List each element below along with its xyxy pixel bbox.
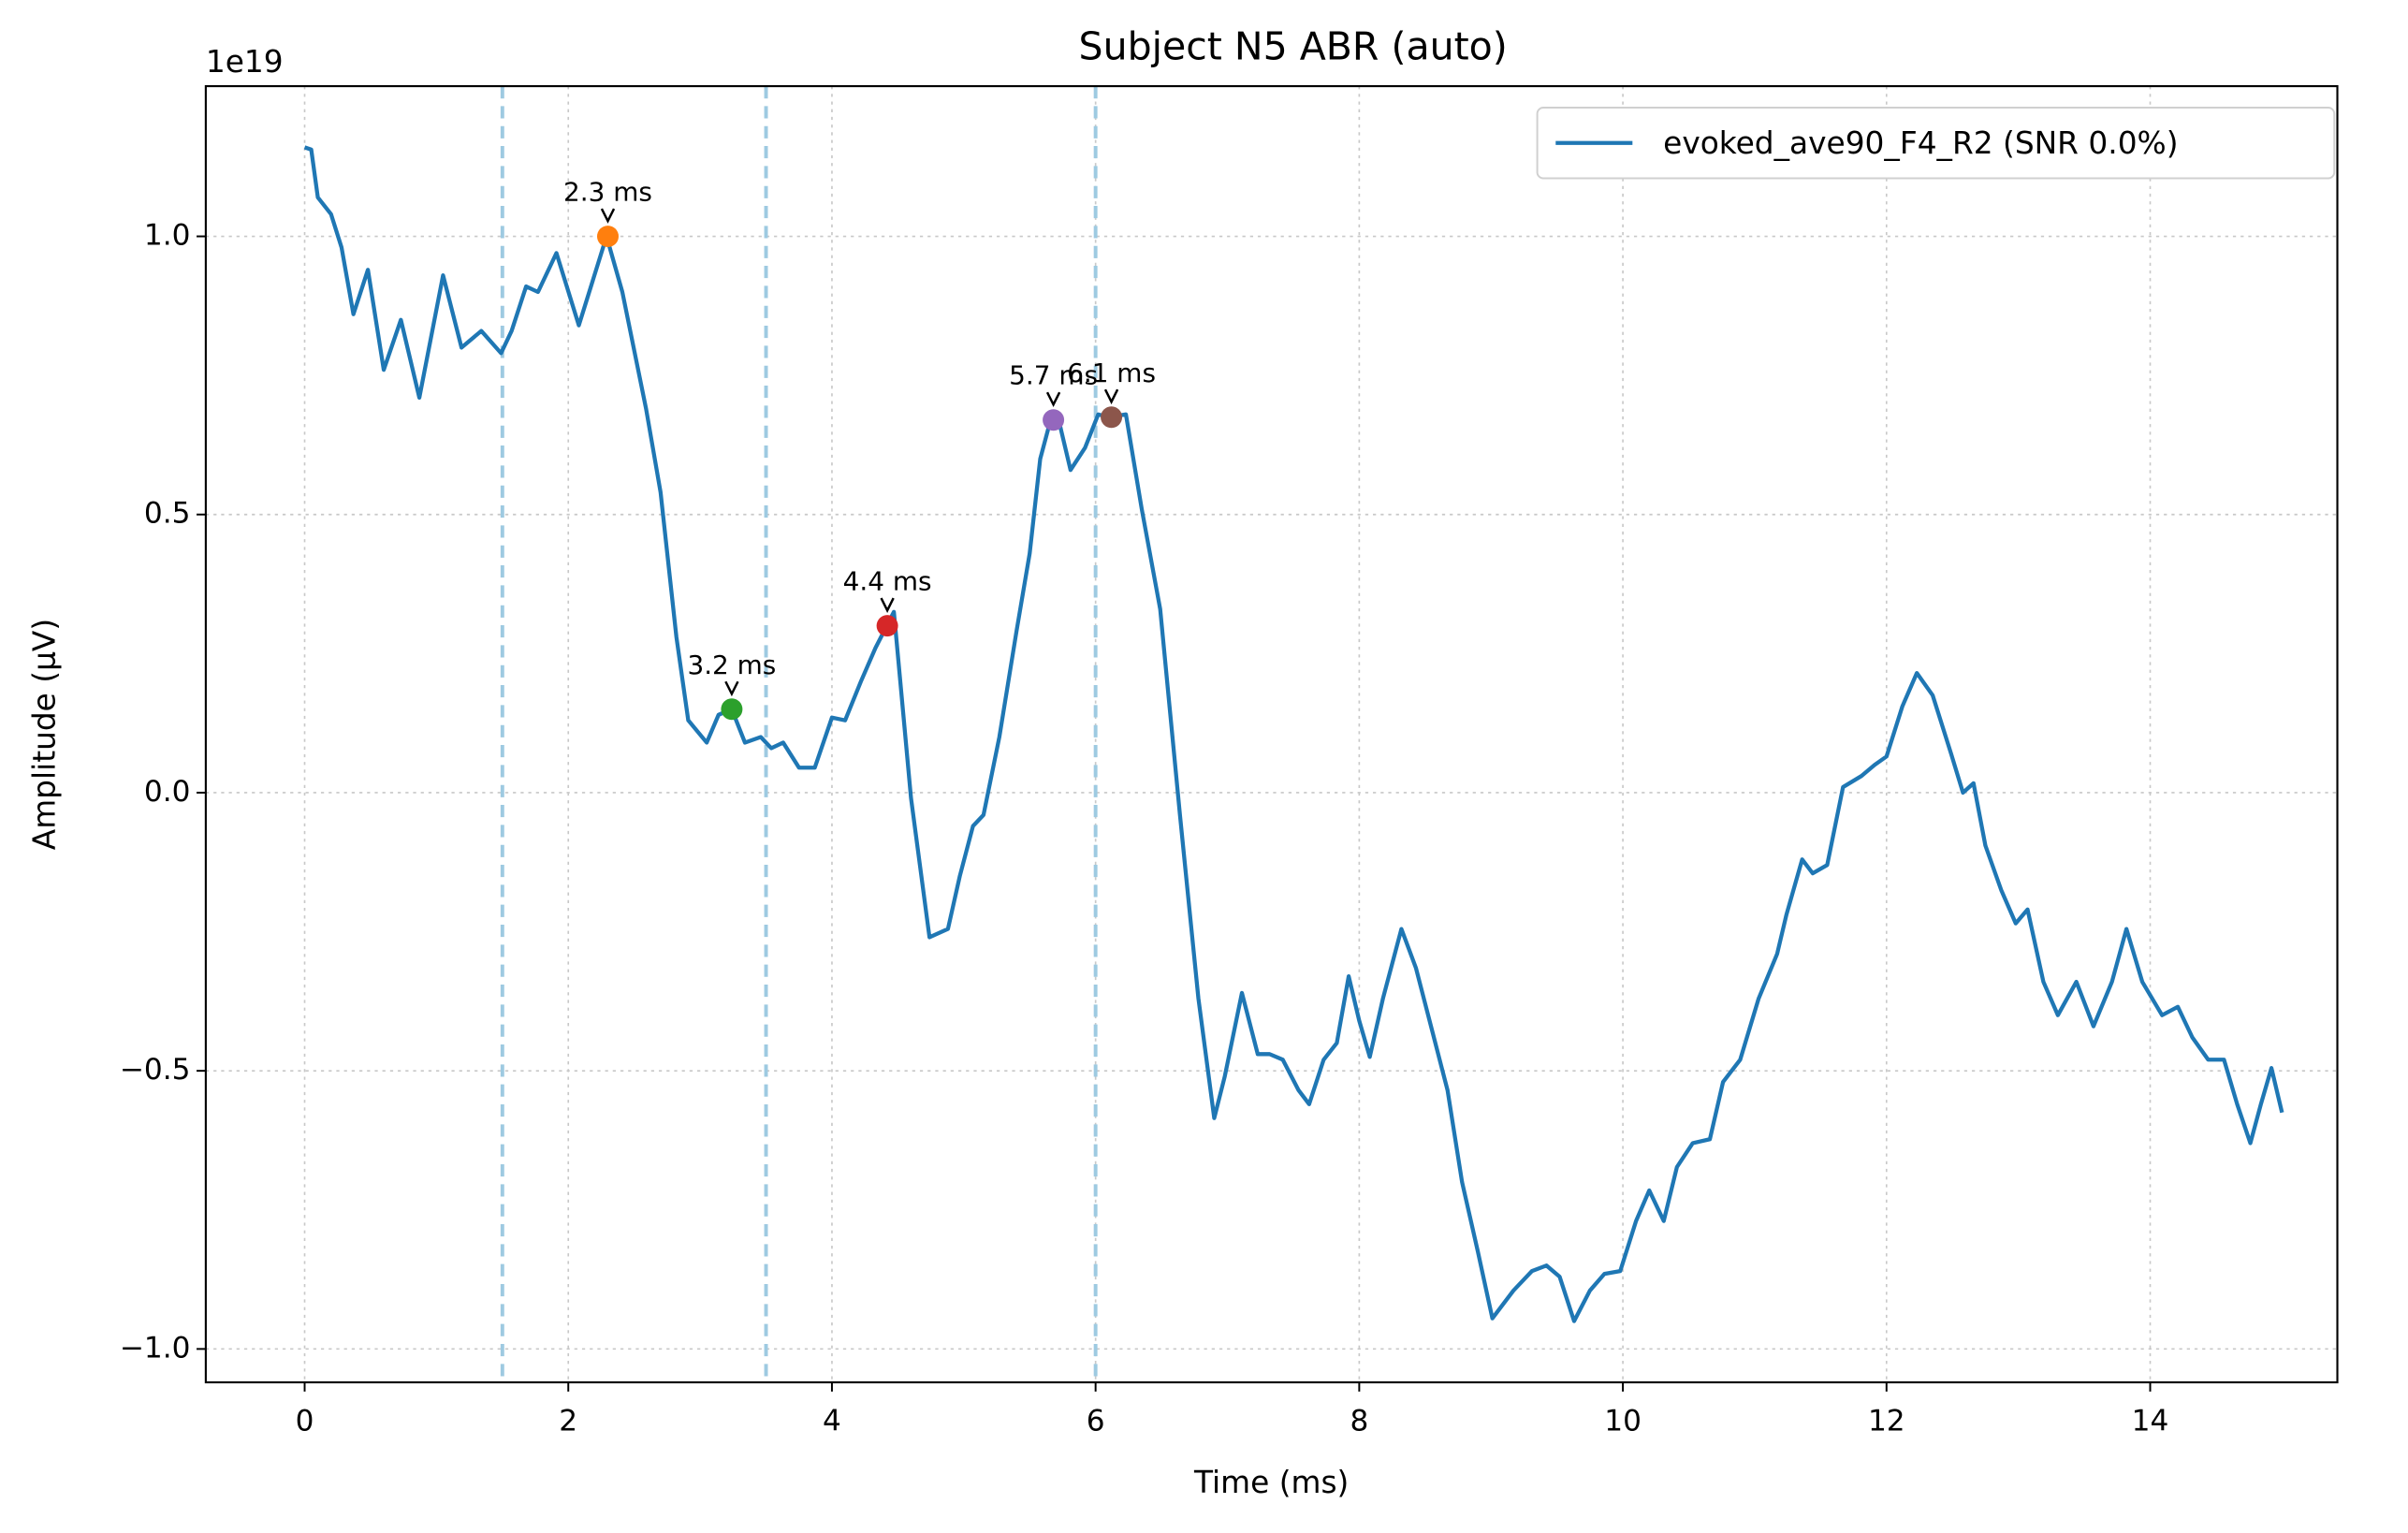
legend-label: evoked_ave90_F4_R2 (SNR 0.0%) bbox=[1663, 125, 2178, 161]
y-axis-label: Amplitude (µV) bbox=[27, 619, 63, 850]
x-tick-label: 12 bbox=[1868, 1405, 1905, 1438]
x-tick-label: 10 bbox=[1604, 1405, 1642, 1438]
peak-marker bbox=[597, 226, 619, 248]
peak-arrow bbox=[1103, 388, 1119, 405]
plot-frame bbox=[204, 84, 2339, 1384]
y-tick-label: −0.5 bbox=[120, 1053, 191, 1087]
peak-label: 4.4 ms bbox=[843, 566, 932, 597]
peak-marker bbox=[1101, 406, 1123, 429]
peak-marker bbox=[876, 615, 898, 637]
peak-label: 3.2 ms bbox=[687, 650, 776, 680]
peak-arrow bbox=[724, 680, 739, 697]
x-tick-label: 4 bbox=[823, 1405, 841, 1438]
y-tick-label: −1.0 bbox=[120, 1331, 191, 1365]
x-axis-label: Time (ms) bbox=[1193, 1465, 1349, 1500]
peak-marker bbox=[721, 698, 743, 721]
y-tick-label: 0.0 bbox=[144, 775, 191, 809]
x-tick-label: 6 bbox=[1087, 1405, 1105, 1438]
peak-label: 5.7 ms bbox=[1009, 360, 1098, 391]
peak-marker bbox=[1043, 409, 1065, 431]
x-tick-label: 8 bbox=[1350, 1405, 1368, 1438]
chart-title: Subject N5 ABR (auto) bbox=[1079, 24, 1508, 69]
data-line bbox=[303, 145, 2284, 1323]
peak-label: 2.3 ms bbox=[563, 177, 652, 208]
legend: evoked_ave90_F4_R2 (SNR 0.0%) bbox=[1536, 107, 2336, 180]
y-tick-label: 0.5 bbox=[144, 497, 191, 531]
peak-arrow bbox=[880, 597, 895, 613]
x-tick-label: 2 bbox=[559, 1405, 577, 1438]
y-offset-label: 1e19 bbox=[206, 44, 284, 80]
peak-label: 6.1 ms bbox=[1067, 358, 1156, 388]
x-tick-label: 14 bbox=[2132, 1405, 2169, 1438]
legend-box bbox=[1536, 107, 2336, 180]
x-tick-label: 0 bbox=[296, 1405, 314, 1438]
y-tick-label: 1.0 bbox=[144, 219, 191, 253]
peak-arrow bbox=[600, 208, 616, 224]
peak-arrow bbox=[1045, 391, 1061, 408]
